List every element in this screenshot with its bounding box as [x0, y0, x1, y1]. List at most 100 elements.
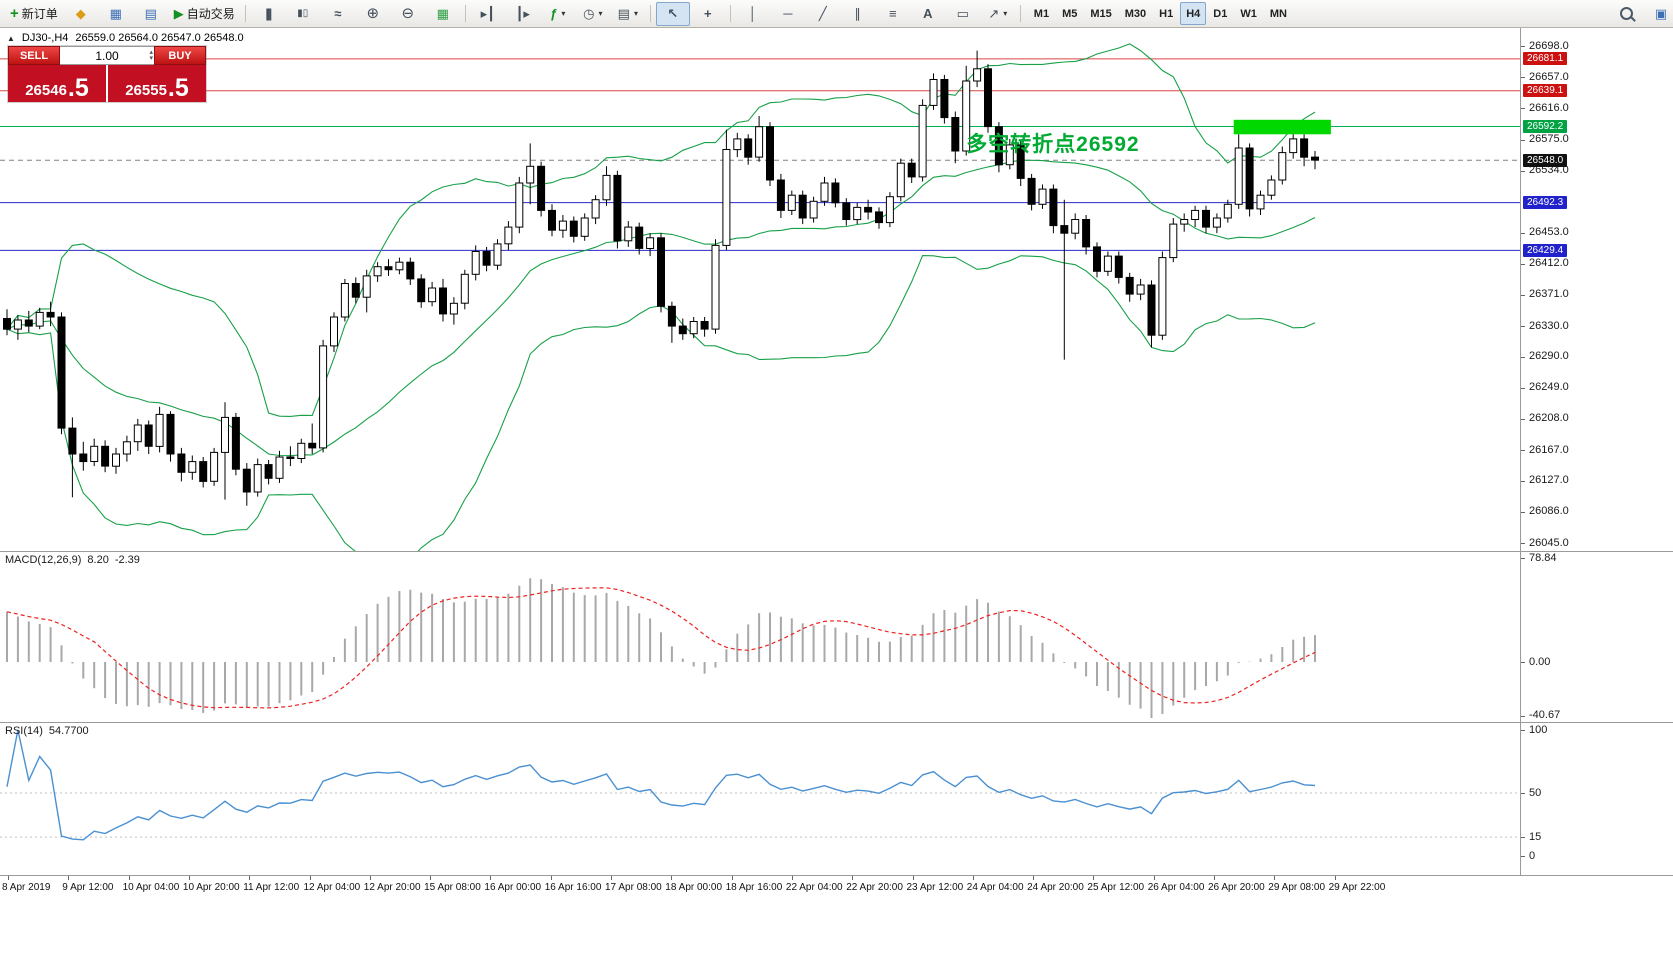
- time-axis-label: 16 Apr 16:00: [544, 882, 602, 893]
- macd-name: MACD(12,26,9): [5, 554, 82, 566]
- time-axis-label: 10 Apr 20:00: [182, 882, 240, 893]
- volume-increase-button[interactable]: ▴: [149, 48, 153, 56]
- zoom-in-button[interactable]: ⊕: [356, 2, 390, 26]
- horizontal-line-tool-button[interactable]: ─: [771, 2, 805, 26]
- timeframe-button-d1[interactable]: D1: [1213, 8, 1228, 20]
- sell-price-pips: .5: [67, 74, 89, 102]
- vertical-line-tool-button[interactable]: │: [736, 2, 770, 26]
- volume-value: 1.00: [95, 48, 119, 63]
- toolbar-separator: [1019, 5, 1021, 22]
- market-watch-icon: ◆: [75, 6, 86, 21]
- periods-icon: ◷: [583, 6, 595, 21]
- time-axis-tick: [1274, 876, 1276, 880]
- data-window-button[interactable]: ▦: [99, 2, 133, 26]
- templates-button[interactable]: ▤ ▾: [611, 2, 645, 26]
- one-click-collapse-toggle[interactable]: ▲: [7, 33, 15, 43]
- channel-tool-button[interactable]: ∥: [841, 2, 875, 26]
- timeframe-button-h1[interactable]: H1: [1159, 8, 1174, 20]
- price-chart-canvas[interactable]: [0, 27, 1520, 551]
- time-axis-tick: [791, 876, 793, 880]
- highlight-rectangle-object[interactable]: [1233, 119, 1331, 135]
- indicators-button[interactable]: ƒ ▾: [541, 2, 575, 26]
- buy-button[interactable]: BUY: [154, 46, 206, 65]
- arrows-tool-button[interactable]: ↗ ▾: [981, 2, 1015, 26]
- price-axis-tick-label: 26167.0: [1529, 443, 1569, 456]
- time-axis-tick: [430, 876, 432, 880]
- time-axis-label: 18 Apr 16:00: [725, 882, 783, 893]
- panel-separator[interactable]: [0, 551, 1673, 552]
- zoom-out-button[interactable]: ⊖: [391, 2, 425, 26]
- panel-separator[interactable]: [0, 875, 1673, 876]
- time-axis-tick: [1334, 876, 1336, 880]
- axis-tick: [1521, 294, 1525, 296]
- zoom-out-icon: ⊖: [401, 5, 415, 22]
- candlestick-chart-type-button[interactable]: ▮▯: [286, 2, 320, 26]
- text-label-tool-button[interactable]: ▭: [946, 2, 980, 26]
- panel-separator[interactable]: [0, 722, 1673, 723]
- search-button[interactable]: [1609, 2, 1643, 26]
- toolbar-separator: [464, 5, 466, 22]
- fibonacci-tool-button[interactable]: ≡: [876, 2, 910, 26]
- axis-tick: [1521, 856, 1525, 857]
- crosshair-tool-button[interactable]: +: [691, 2, 725, 26]
- time-axis[interactable]: 8 Apr 2019 9 Apr 12:00 10 Apr 04:00 10 Apr …: [0, 876, 1673, 954]
- macd-signal-line: [6, 587, 1316, 709]
- volume-decrease-button[interactable]: ▾: [149, 54, 153, 62]
- toolbar-separator: [244, 5, 246, 22]
- macd-indicator-panel[interactable]: MACD(12,26,9) 8.20 -2.39: [0, 552, 1520, 722]
- community-button[interactable]: ▣: [1644, 2, 1673, 26]
- volume-input[interactable]: 1.00 ▴ ▾: [60, 46, 154, 65]
- chart-shift-button[interactable]: ┃▸: [506, 2, 540, 26]
- main-chart-panel[interactable]: ▲ DJ30-,H4 26559.0 26564.0 26547.0 26548…: [0, 27, 1520, 551]
- price-axis-tick-label: 26249.0: [1529, 381, 1569, 394]
- timeframe-button-m5[interactable]: M5: [1062, 8, 1078, 20]
- axis-tick: [1521, 387, 1525, 389]
- price-axis-tick-label: 26616.0: [1529, 101, 1569, 114]
- price-axis-tick-label: 26575.0: [1529, 133, 1569, 146]
- line-chart-type-button[interactable]: ≈: [321, 2, 355, 26]
- sell-price-display[interactable]: 26546.5: [8, 65, 106, 102]
- auto-scroll-button[interactable]: ▸┃: [471, 2, 505, 26]
- time-axis-tick: [852, 876, 854, 880]
- one-click-trading-panel: SELL 1.00 ▴ ▾ BUY 26546.5 26555.5: [8, 46, 206, 102]
- timeframe-button-m15[interactable]: M15: [1090, 8, 1112, 20]
- chart-symbol-period: DJ30-,H4: [21, 32, 69, 44]
- timeframe-button-m1[interactable]: M1: [1033, 8, 1050, 20]
- timeframe-button-m30[interactable]: M30: [1124, 8, 1147, 20]
- time-axis-label: 29 Apr 08:00: [1268, 882, 1326, 893]
- time-axis-tick: [731, 876, 733, 880]
- time-axis-label: 25 Apr 12:00: [1087, 882, 1145, 893]
- buy-price-display[interactable]: 26555.5: [108, 65, 206, 102]
- zoom-in-icon: ⊕: [366, 5, 380, 22]
- text-tool-button[interactable]: A: [911, 2, 945, 26]
- timeframe-button-h4[interactable]: H4: [1180, 2, 1207, 25]
- sell-price-main: 26546: [25, 82, 67, 99]
- sell-button[interactable]: SELL: [8, 46, 60, 65]
- bar-chart-type-button[interactable]: |||: [251, 2, 285, 26]
- pivot-annotation-text[interactable]: 多空转折点26592: [966, 133, 1140, 157]
- price-axis[interactable]: 26698.0 26657.0 26616.0 26575.0 26534.0 26453…: [1521, 27, 1673, 875]
- macd-axis-label: 0.00: [1529, 655, 1551, 668]
- timeframe-button-mn[interactable]: MN: [1269, 8, 1287, 20]
- time-axis-label: 12 Apr 20:00: [363, 882, 421, 893]
- periods-button[interactable]: ◷ ▾: [576, 2, 610, 26]
- cursor-icon: ↖: [667, 6, 679, 21]
- tile-windows-button[interactable]: ▦: [426, 2, 460, 26]
- navigator-button[interactable]: ▤: [134, 2, 168, 26]
- timeframe-button-w1[interactable]: W1: [1240, 8, 1257, 20]
- chart-shift-icon: ┃▸: [515, 6, 530, 21]
- time-axis-tick: [369, 876, 371, 880]
- time-axis-label: 9 Apr 12:00: [62, 882, 114, 893]
- autotrading-button[interactable]: ▶ 自动交易: [169, 2, 240, 26]
- time-axis-label: 18 Apr 00:00: [665, 882, 723, 893]
- macd-signal-value: -2.39: [114, 554, 140, 566]
- templates-icon: ▤: [617, 6, 630, 21]
- market-watch-button[interactable]: ◆: [64, 2, 98, 26]
- trendline-tool-button[interactable]: ╱: [806, 2, 840, 26]
- rsi-indicator-panel[interactable]: RSI(14) 54.7700: [0, 723, 1520, 875]
- price-axis-tick-label: 26127.0: [1529, 474, 1569, 487]
- time-axis-label: 12 Apr 04:00: [303, 882, 361, 893]
- cursor-tool-button[interactable]: ↖: [655, 1, 690, 26]
- new-order-button[interactable]: + 新订单: [5, 2, 63, 26]
- time-axis-tick: [972, 876, 974, 880]
